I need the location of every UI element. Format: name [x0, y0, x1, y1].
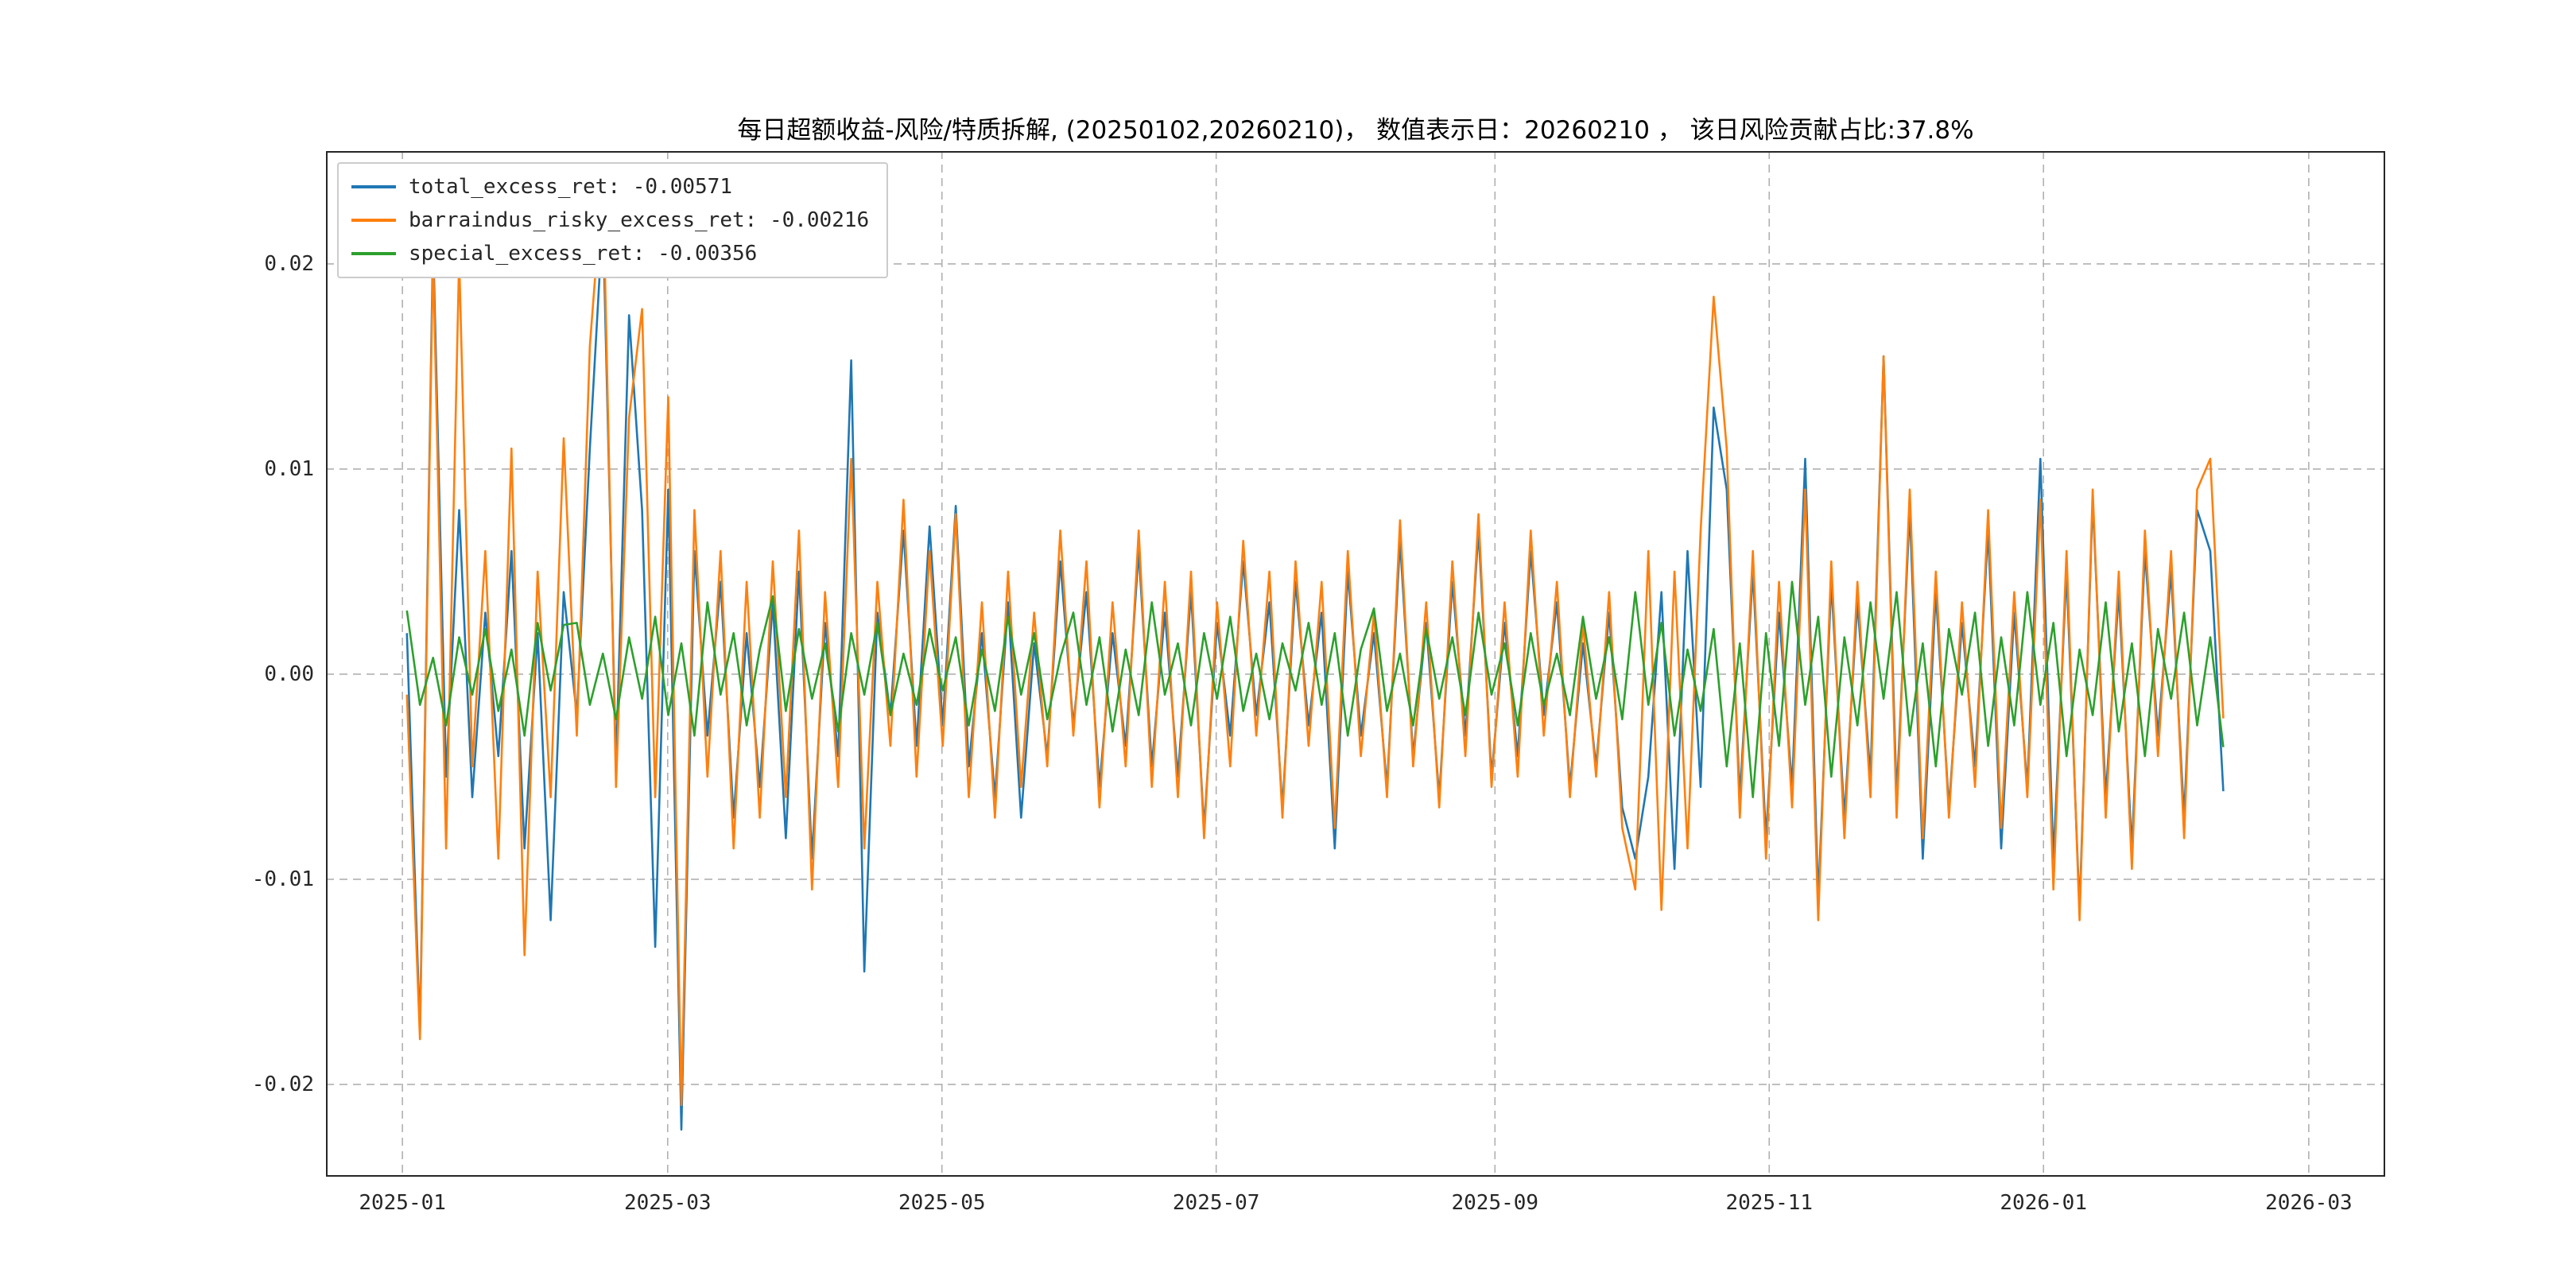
y-tick-label: -0.01 — [251, 867, 314, 891]
legend-label: special_excess_ret: -0.00356 — [409, 242, 758, 266]
x-tick-label: 2025-09 — [1451, 1191, 1539, 1215]
legend-item-total_excess_ret: total_excess_ret: -0.00571 — [351, 175, 869, 199]
plot-area — [326, 151, 2385, 1177]
y-tick-label: 0.00 — [264, 661, 314, 686]
legend-line-swatch — [351, 252, 396, 255]
y-tick-label: 0.02 — [264, 251, 314, 276]
legend-item-barraindus_risky_excess_ret: barraindus_risky_excess_ret: -0.00216 — [351, 208, 869, 232]
x-tick-label: 2025-01 — [359, 1191, 446, 1215]
x-tick-label: 2026-03 — [2265, 1191, 2353, 1215]
legend-label: barraindus_risky_excess_ret: -0.00216 — [409, 208, 870, 232]
series-line-special_excess_ret — [405, 580, 2225, 799]
chart-title: 每日超额收益-风险/特质拆解, (20250102,20260210)， 数值表… — [737, 116, 1974, 145]
x-tick-label: 2025-03 — [623, 1191, 712, 1215]
x-tick-label: 2026-01 — [2000, 1191, 2087, 1215]
legend-item-special_excess_ret: special_excess_ret: -0.00356 — [351, 242, 869, 266]
x-tick-label: 2025-11 — [1725, 1191, 1814, 1215]
legend: total_excess_ret: -0.00571 barraindus_ris… — [337, 162, 889, 278]
y-tick-label: -0.02 — [251, 1072, 314, 1096]
x-tick-label: 2025-05 — [898, 1191, 986, 1215]
legend-line-swatch — [351, 185, 396, 188]
x-tick-label: 2025-07 — [1172, 1191, 1260, 1215]
legend-line-swatch — [351, 219, 396, 222]
legend-label: total_excess_ret: -0.00571 — [409, 175, 732, 199]
plot-container: total_excess_ret: -0.00571 barraindus_ris… — [326, 151, 2385, 1177]
y-tick-label: 0.01 — [264, 456, 314, 481]
